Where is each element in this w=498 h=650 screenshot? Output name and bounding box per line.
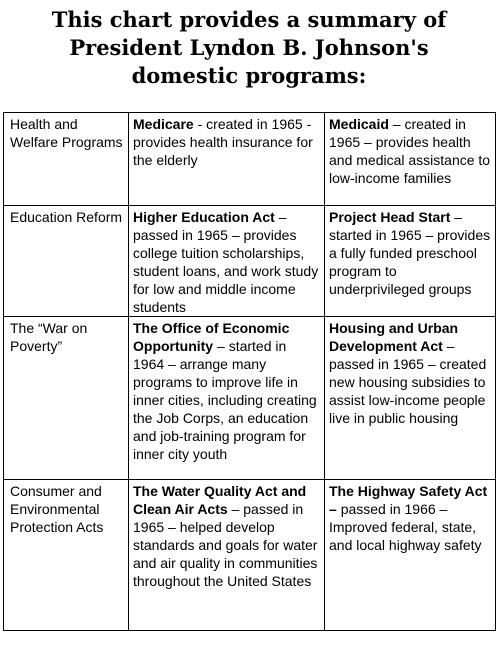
table-row: The “War on Poverty” The Office of Econo… [3,316,496,480]
program-name: Medicare [133,116,194,132]
program-description: created in 1965 - provides health insura… [133,116,313,168]
title-line: This chart provides a summary of [51,7,447,32]
program-cell: Medicare - created in 1965 - provides he… [128,112,325,206]
program-separator: – [388,116,405,132]
page-title: This chart provides a summary of Preside… [0,6,498,90]
program-description: started in 1964 – arrange many programs … [133,338,317,462]
title-line: domestic programs: [131,63,367,88]
category-label: Health and Welfare Programs [10,116,123,150]
category-cell: Consumer and Environmental Protection Ac… [3,479,129,631]
category-label: The “War on Poverty” [10,320,88,354]
title-line: President Lyndon B. Johnson's [69,35,429,60]
program-name: Higher Education Act [133,209,275,225]
category-cell: The “War on Poverty” [3,316,129,480]
program-name: The Water Quality Act and Clean Air Acts [133,483,307,517]
table-row: Health and Welfare Programs Medicare - c… [3,112,496,206]
programs-table: Health and Welfare Programs Medicare - c… [3,112,496,631]
program-name: The Office of Economic Opportunity [133,320,290,354]
program-description: created in 1965 – provides health and me… [329,116,491,186]
program-cell: The Office of Economic Opportunity – sta… [128,316,325,480]
program-cell: Housing and Urban Development Act – pass… [324,316,496,480]
program-cell: The Highway Safety Act – passed in 1966 … [324,479,496,631]
program-separator: – [213,338,229,354]
category-cell: Health and Welfare Programs [3,112,129,206]
program-cell: Project Head Start – started in 1965 – p… [324,205,496,317]
table-row: Consumer and Environmental Protection Ac… [3,479,496,631]
program-separator: – [227,501,244,517]
program-separator: – [450,209,463,225]
program-cell: The Water Quality Act and Clean Air Acts… [128,479,325,631]
program-separator: - [193,116,207,132]
program-description: passed in 1965 – provides college tuitio… [133,227,319,315]
category-cell: Education Reform [3,205,129,317]
program-separator: – [442,338,455,354]
table-row: Education Reform Higher Education Act – … [3,205,496,317]
program-description: passed in 1965 – created new housing sub… [329,356,487,426]
program-name: The Highway Safety Act – [329,483,488,517]
program-name: Housing and Urban Development Act [329,320,459,354]
program-cell: Higher Education Act – passed in 1965 – … [128,205,325,317]
program-description: passed in 1966 – Improved federal, state… [329,501,482,553]
program-description: started in 1965 – provides a fully funde… [329,227,491,297]
category-label: Consumer and Environmental Protection Ac… [10,483,104,535]
category-label: Education Reform [10,209,123,225]
program-name: Medicaid [329,116,389,132]
program-cell: Medicaid – created in 1965 – provides he… [324,112,496,206]
program-description: passed in 1965 – helped develop standard… [133,501,318,589]
program-separator: – [274,209,287,225]
program-name: Project Head Start [329,209,451,225]
